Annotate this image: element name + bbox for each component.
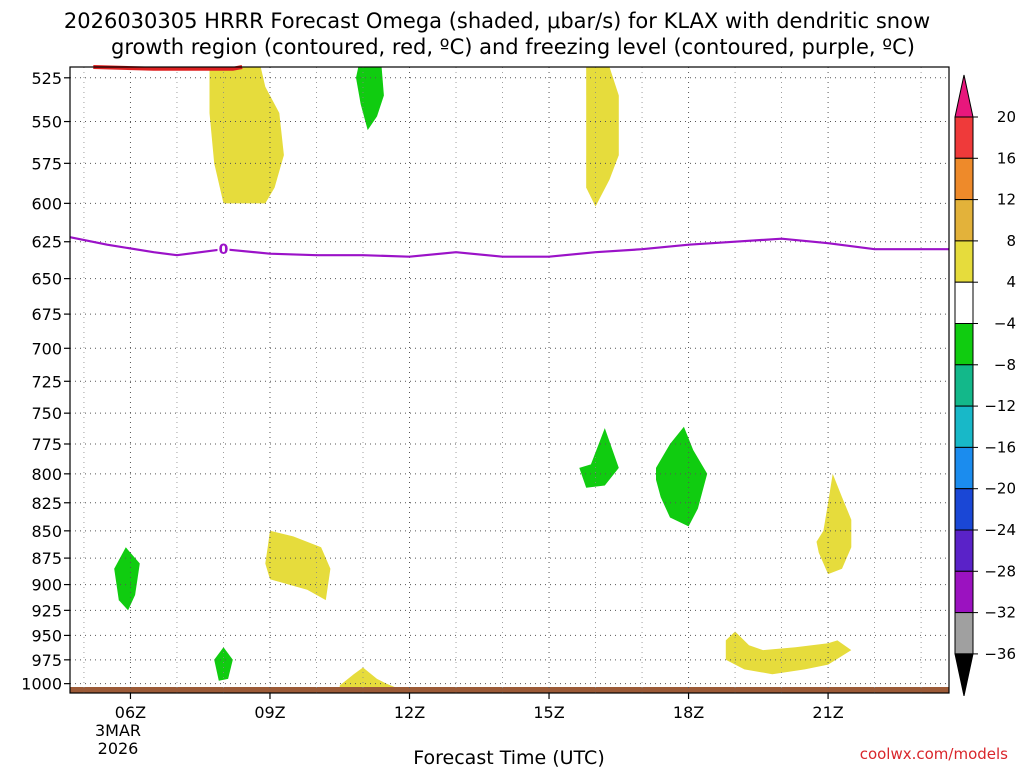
omega-region-negative (214, 647, 233, 681)
colorbar-label: 16 (997, 149, 1016, 167)
colorbar-label: 4 (1006, 273, 1016, 291)
y-tick-label: 975 (31, 651, 62, 670)
omega-region-positive (339, 667, 405, 692)
colorbar-swatch (954, 488, 974, 531)
surface-band (70, 687, 949, 693)
colorbar-label: 12 (997, 191, 1016, 209)
y-axis-pressure: 525 550 575 600 625 650 675 700 725 750 775 800 825 8… (21, 69, 70, 694)
x-tick-label: 15Z (533, 703, 564, 722)
omega-region-positive (265, 530, 331, 601)
x-tick-label: 21Z (812, 703, 843, 722)
y-tick-label: 925 (31, 601, 62, 620)
x-tick-label: 06Z (115, 703, 146, 722)
omega-region-negative (579, 428, 619, 488)
y-tick-label: 725 (31, 372, 62, 391)
colorbar-label: 8 (1006, 232, 1016, 250)
omega-shaded-regions (70, 67, 949, 693)
y-tick-label: 850 (31, 522, 62, 541)
plot-area: 0 (69, 65, 950, 694)
x-tick-label: 09Z (254, 703, 285, 722)
colorbar-swatch (954, 199, 974, 242)
plot-frame (69, 66, 950, 694)
colorbar-label: −32 (984, 604, 1016, 622)
y-tick-label: 875 (31, 549, 62, 568)
y-tick-label: 700 (31, 339, 62, 358)
omega-region-positive (816, 473, 852, 575)
omega-region-positive (586, 67, 619, 207)
colorbar-swatch (954, 529, 974, 572)
y-tick-label: 950 (31, 626, 62, 645)
y-tick-label: 1000 (21, 675, 62, 694)
x-axis-title: Forecast Time (UTC) (413, 747, 604, 768)
colorbar-swatch (954, 405, 974, 448)
colorbar-swatch (954, 570, 974, 614)
y-tick-label: 675 (31, 305, 62, 324)
chart-title-line1: 2026030305 HRRR Forecast Omega (shaded, … (64, 9, 930, 33)
colorbar-label: −12 (984, 397, 1016, 415)
y-tick-label: 650 (31, 270, 62, 289)
colorbar-swatch (954, 240, 974, 283)
colorbar-label: −28 (984, 562, 1016, 580)
colorbar-swatch (954, 612, 974, 655)
colorbar-label: −24 (984, 521, 1016, 539)
y-tick-label: 575 (31, 154, 62, 173)
y-tick-label: 600 (31, 194, 62, 213)
x-tick-label: 12Z (394, 703, 425, 722)
chart-title-line2: growth region (contoured, red, ºC) and f… (111, 35, 915, 59)
y-tick-label: 775 (31, 435, 62, 454)
y-tick-label: 750 (31, 404, 62, 423)
y-tick-label: 525 (31, 69, 62, 88)
y-tick-label: 900 (31, 576, 62, 595)
date-label-year: 2026 (98, 739, 139, 758)
colorbar-label: −16 (984, 438, 1016, 456)
colorbar-label: −36 (984, 645, 1016, 663)
colorbar-label: −4 (994, 315, 1016, 333)
omega-region-positive (209, 67, 284, 204)
colorbar-swatch (954, 157, 974, 201)
colorbar-swatch (954, 116, 974, 159)
x-axis-time: 06Z 09Z 12Z 15Z 18Z 21Z (115, 693, 844, 722)
colorbar-swatch (954, 364, 974, 407)
colorbar-top-arrow (954, 74, 974, 118)
freezing-level-line (69, 236, 949, 258)
colorbar-swatch (954, 446, 974, 490)
y-tick-label: 550 (31, 113, 62, 132)
dgz-contour-line (93, 65, 243, 71)
omega-region-negative (656, 426, 708, 527)
omega-region-negative (114, 547, 140, 611)
contour-lines: 0 (69, 65, 949, 258)
x-tick-label: 18Z (673, 703, 704, 722)
plot-background (70, 67, 949, 693)
colorbar-swatch (954, 323, 974, 366)
y-tick-label: 825 (31, 494, 62, 513)
colorbar-legend: 20 16 12 8 4 −4 −8 −12 −16 −20 −24 −28 −32 −36 (954, 74, 1016, 697)
colorbar-bottom-arrow (954, 653, 974, 697)
colorbar-label: −20 (984, 480, 1016, 498)
y-tick-label: 800 (31, 465, 62, 484)
freezing-level-label-bg (217, 241, 230, 256)
colorbar-swatch (954, 281, 974, 325)
y-tick-label: 625 (31, 233, 62, 252)
date-label-day: 3MAR (95, 721, 141, 740)
freezing-level-label: 0 (219, 242, 229, 258)
omega-region-positive (725, 631, 852, 675)
credit-text: coolwx.com/models (860, 745, 1008, 763)
colorbar-label: 20 (997, 108, 1016, 126)
colorbar-label: −8 (994, 356, 1016, 374)
